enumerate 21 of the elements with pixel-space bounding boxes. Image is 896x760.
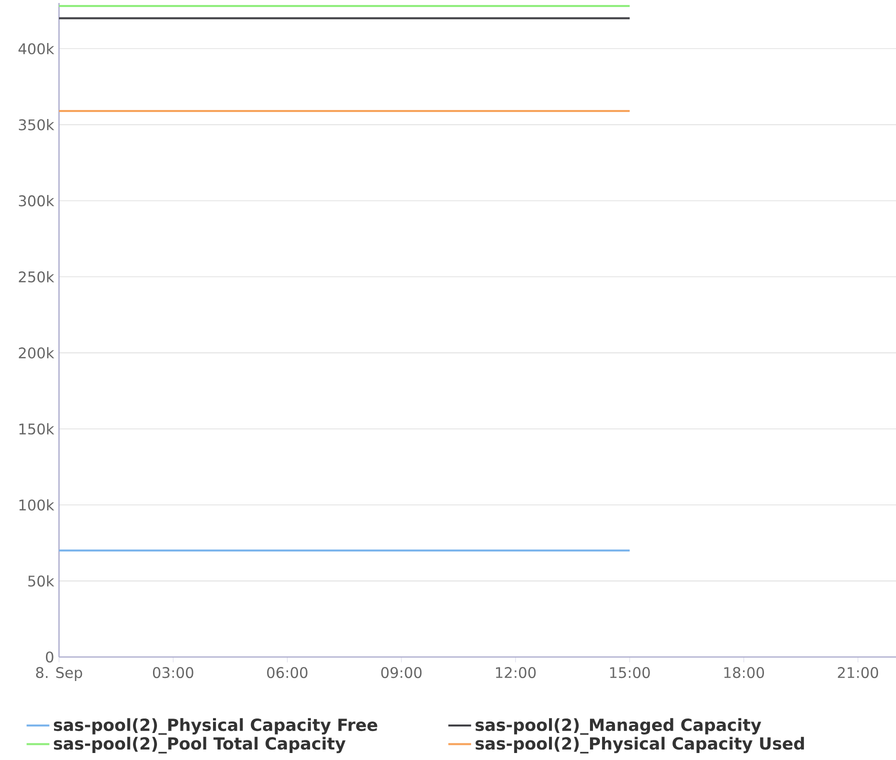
x-tick-label: 21:00 [838, 667, 878, 678]
y-tick-label: 400k [18, 42, 54, 54]
x-tick-label: 06:00 [267, 667, 308, 678]
legend-label: sas-pool(2)_Pool Total Capacity [54, 736, 346, 754]
y-tick-label: 200k [18, 347, 54, 358]
y-tick-label: 250k [18, 271, 54, 282]
y-tick-label: 100k [19, 499, 54, 511]
x-tick-label: 18:00 [724, 667, 764, 678]
y-tick-label: 350k [18, 118, 54, 130]
x-tick-label: 12:00 [496, 667, 536, 678]
y-tick-label: 50k [28, 575, 54, 587]
y-tick-label: 150k [19, 423, 54, 435]
x-tick-label: 03:00 [152, 667, 194, 678]
x-tick-label: 09:00 [381, 667, 422, 678]
legend-label: sas-pool(2)_Physical Capacity Free [54, 718, 378, 735]
y-tick-label: 300k [18, 195, 54, 206]
x-tick-label: 15:00 [610, 667, 650, 678]
legend-label: sas-pool(2)_Managed Capacity [476, 718, 762, 735]
y-tick-label: 0 [46, 651, 54, 663]
legend-label: sas-pool(2)_Physical Capacity Used [476, 736, 804, 754]
x-tick-label: 8. Sep [36, 667, 82, 681]
